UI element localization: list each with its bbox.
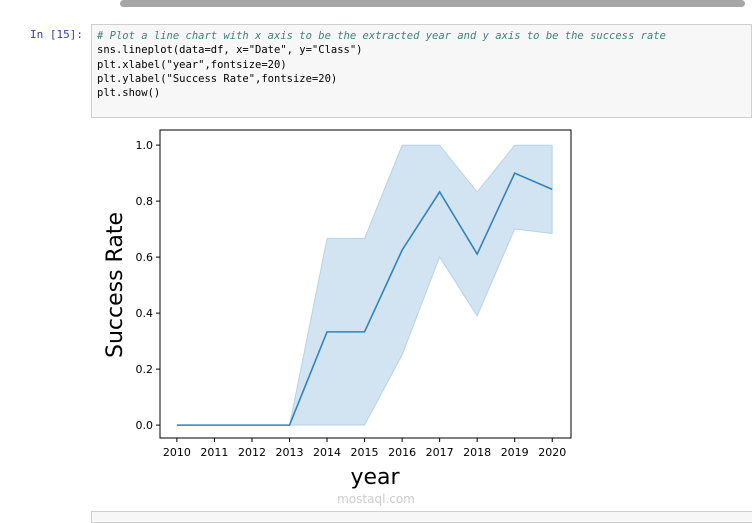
y-tick-label: 0.2 — [136, 363, 154, 376]
code-line: plt.xlabel("year",fontsize=20) — [97, 58, 287, 71]
x-tick-label: 2013 — [275, 446, 303, 459]
x-axis-label: year — [350, 465, 400, 490]
x-tick-label: 2018 — [463, 446, 491, 459]
x-tick-label: 2010 — [163, 446, 191, 459]
x-tick-label: 2016 — [388, 446, 416, 459]
line — [176, 172, 553, 426]
x-tick-label: 2015 — [351, 446, 379, 459]
code-line: plt.ylabel("Success Rate",fontsize=20) — [97, 72, 338, 85]
watermark: mostaql.com — [337, 492, 415, 506]
x-tick-label: 2020 — [538, 446, 566, 459]
code-cell[interactable]: # Plot a line chart with x axis to be th… — [91, 24, 752, 118]
x-tick-label: 2011 — [200, 446, 228, 459]
y-axis-label: Success Rate — [103, 212, 128, 358]
y-tick-label: 0.0 — [136, 419, 154, 432]
plot-frame — [159, 129, 572, 439]
code-line: # Plot a line chart with x axis to be th… — [97, 30, 666, 42]
x-tick-label: 2017 — [426, 446, 454, 459]
x-tick-label: 2012 — [238, 446, 266, 459]
x-tick-label: 2014 — [313, 446, 341, 459]
x-tick-label: 2019 — [501, 446, 529, 459]
code-line: sns.lineplot(data=df, x="Date", y="Class… — [97, 44, 363, 57]
cell-prompt: In [15]: — [30, 28, 83, 41]
y-tick-label: 1.0 — [136, 139, 154, 152]
confidence-band — [176, 144, 553, 426]
y-tick-label: 0.4 — [136, 307, 154, 320]
y-tick-label: 0.8 — [136, 195, 154, 208]
code-line: plt.show() — [97, 87, 161, 100]
y-tick-label: 0.6 — [136, 251, 154, 264]
scrollbar[interactable] — [120, 0, 745, 7]
